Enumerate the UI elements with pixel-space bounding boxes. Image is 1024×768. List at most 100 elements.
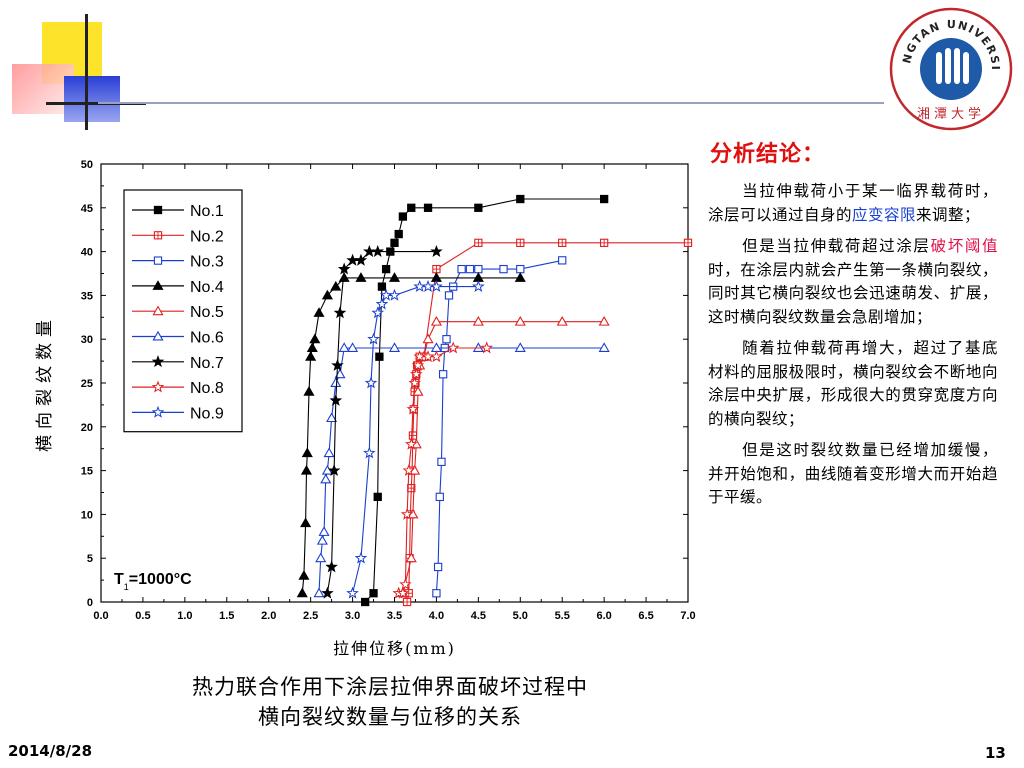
y-tick-label: 35 xyxy=(81,290,93,302)
data-point xyxy=(410,367,423,380)
data-point xyxy=(390,238,399,247)
data-point xyxy=(556,315,568,326)
x-tick-label: 0.0 xyxy=(93,610,108,622)
legend-marker xyxy=(151,380,165,393)
data-point xyxy=(338,342,350,352)
data-point xyxy=(444,291,454,300)
data-point xyxy=(363,446,376,459)
data-point xyxy=(296,587,308,598)
data-point xyxy=(514,342,526,352)
data-point xyxy=(303,386,315,396)
y-tick-label: 10 xyxy=(81,509,93,521)
data-point xyxy=(514,272,526,282)
legend-label: No.9 xyxy=(190,405,224,422)
slide-date: 2014/8/28 xyxy=(8,742,93,760)
data-point xyxy=(437,457,446,466)
conclusion-paragraph-4: 但是这时裂纹数量已经增加缓慢，并开始饱和，曲线随着变形增大而开始趋于平缓。 xyxy=(708,441,998,506)
highlight-failure-threshold: 破坏阈值 xyxy=(930,237,998,255)
data-point xyxy=(388,272,401,282)
x-tick-label: 6.0 xyxy=(596,610,611,622)
data-point xyxy=(433,562,443,572)
conclusions-panel: 分析结论： 当拉伸载荷小于某一临界载荷时，涂层可以通过自身的应变容限来调整； 但… xyxy=(708,136,998,518)
y-tick-label: 0 xyxy=(87,597,93,609)
data-point xyxy=(360,597,370,607)
figure-caption: 热力联合作用下涂层拉伸界面破坏过程中 横向裂纹数量与位移的关系 xyxy=(120,672,660,732)
data-point xyxy=(430,350,443,363)
data-point xyxy=(333,306,347,319)
data-point xyxy=(558,256,567,265)
data-point xyxy=(373,492,382,502)
x-tick-label: 1.0 xyxy=(177,610,192,622)
data-point xyxy=(396,586,410,599)
data-point xyxy=(598,315,610,326)
data-point xyxy=(347,342,359,352)
data-point xyxy=(327,463,341,476)
legend-label: No.5 xyxy=(190,304,224,321)
x-tick-label: 4.5 xyxy=(471,610,486,622)
series-line xyxy=(435,259,563,594)
data-point xyxy=(367,332,380,345)
data-point xyxy=(330,280,342,291)
data-point xyxy=(430,315,442,326)
data-point xyxy=(457,264,466,274)
legend-label: No.1 xyxy=(190,203,224,220)
data-point xyxy=(300,517,312,528)
series-line xyxy=(352,286,479,594)
legend-label: No.3 xyxy=(190,254,224,271)
data-point xyxy=(301,447,313,458)
x-tick-label: 2.5 xyxy=(303,610,318,622)
y-tick-label: 30 xyxy=(81,334,93,346)
series-no6 xyxy=(313,342,610,598)
data-point xyxy=(407,203,416,212)
data-point xyxy=(599,194,609,204)
series-line xyxy=(402,321,605,594)
data-point xyxy=(480,341,494,354)
data-point xyxy=(472,280,485,292)
caption-line-2: 横向裂纹数量与位移的关系 xyxy=(258,705,522,729)
x-tick-label: 5.0 xyxy=(513,610,528,622)
university-logo: XIANGTAN UNIVERSITY 湘潭大学 xyxy=(888,6,1013,131)
data-point xyxy=(325,560,338,573)
data-point xyxy=(388,288,401,301)
data-point xyxy=(320,473,332,484)
data-point xyxy=(406,402,420,415)
data-point xyxy=(338,272,350,282)
data-point xyxy=(371,244,385,257)
legend-label: No.6 xyxy=(190,330,224,347)
data-point xyxy=(394,229,403,239)
data-point xyxy=(364,376,378,389)
data-point xyxy=(316,534,328,545)
legend-label: No.8 xyxy=(190,380,224,397)
y-tick-label: 45 xyxy=(81,203,93,215)
data-point xyxy=(432,589,441,598)
data-point xyxy=(421,280,435,292)
data-point xyxy=(377,282,387,291)
series-no4 xyxy=(296,272,526,598)
data-point xyxy=(442,335,451,344)
y-tick-label: 5 xyxy=(87,553,93,565)
series-no1 xyxy=(360,194,609,607)
data-point xyxy=(369,589,378,598)
data-point xyxy=(355,272,367,282)
data-point xyxy=(400,507,414,520)
legend-marker xyxy=(152,330,164,341)
data-point xyxy=(321,289,333,300)
x-tick-label: 3.0 xyxy=(345,610,360,622)
data-point xyxy=(404,437,418,450)
x-tick-label: 2.0 xyxy=(261,610,276,622)
data-point xyxy=(388,342,401,352)
data-point xyxy=(405,552,417,563)
x-tick-label: 5.5 xyxy=(555,610,570,622)
data-point xyxy=(379,288,393,301)
x-tick-label: 6.5 xyxy=(638,610,653,622)
axes: 0.0 0.5 1.0 1.5 2.0 2.5 3.0 3.5 4.0 4.5 5.0 5.5 6.0 6… xyxy=(35,159,696,658)
legend-marker xyxy=(151,405,165,418)
series-line xyxy=(364,198,605,603)
conclusion-paragraph-1: 当拉伸载荷小于某一临界载荷时，涂层可以通过自身的应变容限来调整； xyxy=(708,182,998,224)
deco-red-square xyxy=(12,64,74,114)
data-point xyxy=(474,203,483,212)
y-tick-label: 40 xyxy=(81,247,93,259)
data-point xyxy=(465,264,475,274)
y-tick-label: 50 xyxy=(81,159,93,171)
data-point xyxy=(430,244,443,257)
